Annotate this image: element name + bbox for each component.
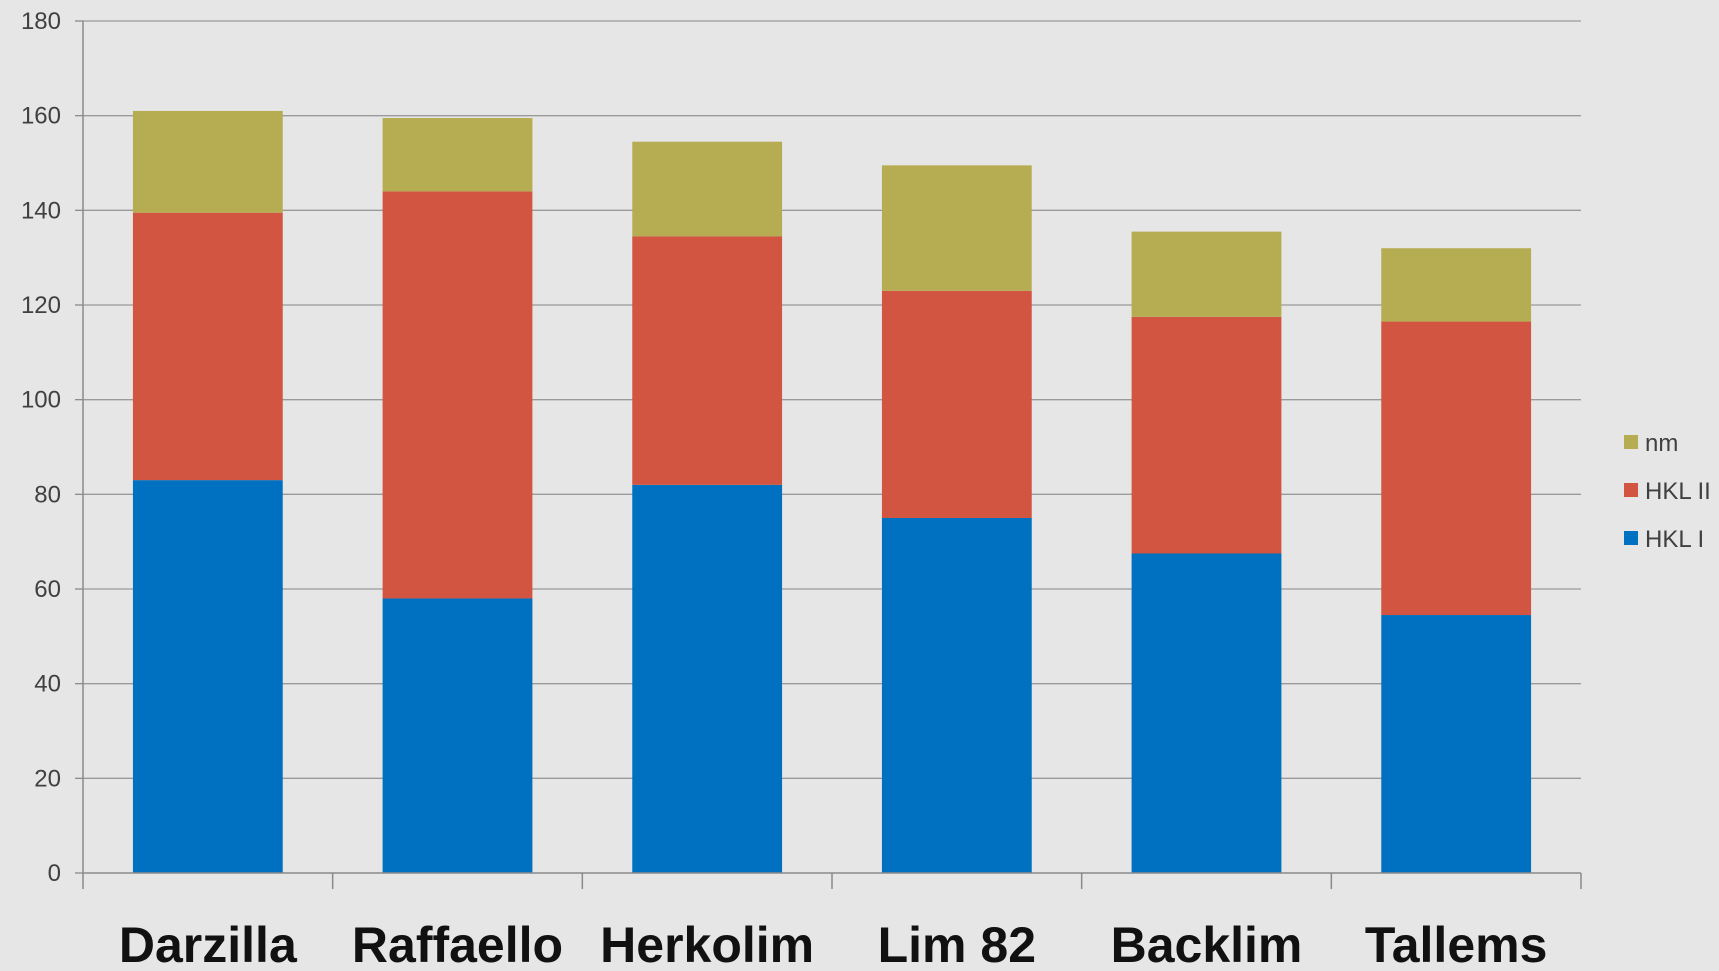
x-category-label: Darzilla bbox=[119, 917, 298, 966]
bar-segment-hkl-ii-raffaello bbox=[382, 191, 533, 599]
y-tick-label: 20 bbox=[34, 765, 61, 792]
bar-segment-nm-lim-82 bbox=[881, 165, 1032, 291]
y-tick-label: 60 bbox=[34, 576, 61, 603]
bar-segment-hkl-ii-lim-82 bbox=[881, 290, 1032, 518]
legend-label-hkl-ii: HKL II bbox=[1645, 478, 1711, 505]
x-category-label: Backlim bbox=[1111, 917, 1303, 966]
legend-swatch-hkl-i bbox=[1624, 531, 1638, 545]
y-tick-label: 180 bbox=[21, 8, 61, 35]
bars bbox=[132, 110, 1532, 873]
y-tick-label: 40 bbox=[34, 671, 61, 698]
y-tick-label: 100 bbox=[21, 387, 61, 414]
bar-segment-hkl-ii-backlim bbox=[1131, 316, 1282, 554]
axes bbox=[75, 20, 1582, 889]
bar-segment-nm-herkolim bbox=[632, 141, 783, 237]
y-tick-labels: 0 20 40 60 80 100 120 140 160 180 bbox=[21, 8, 61, 887]
legend: nm HKL II HKL I bbox=[1624, 430, 1711, 553]
bar-segment-hkl-i-herkolim bbox=[632, 484, 783, 873]
bar-segment-hkl-i-tallems bbox=[1381, 615, 1532, 873]
legend-label-nm: nm bbox=[1645, 430, 1678, 457]
x-category-label: Raffaello bbox=[352, 917, 563, 966]
legend-swatch-nm bbox=[1624, 435, 1638, 449]
bar-segment-hkl-i-darzilla bbox=[132, 480, 283, 873]
bar-segment-hkl-ii-tallems bbox=[1381, 321, 1532, 616]
bar-segment-hkl-ii-herkolim bbox=[632, 236, 783, 485]
x-category-label: Lim 82 bbox=[878, 917, 1036, 966]
y-tick-label: 80 bbox=[34, 481, 61, 508]
y-tick-label: 160 bbox=[21, 103, 61, 130]
x-category-label: Tallems bbox=[1365, 917, 1548, 966]
bar-segment-hkl-i-backlim bbox=[1131, 553, 1282, 873]
legend-label-hkl-i: HKL I bbox=[1645, 526, 1704, 553]
x-category-labels: Darzilla Raffaello Herkolim Lim 82 Backlim Ta… bbox=[119, 917, 1548, 971]
y-tick-label: 120 bbox=[21, 292, 61, 319]
bar-segment-nm-raffaello bbox=[382, 118, 533, 192]
bar-segment-hkl-ii-darzilla bbox=[132, 212, 283, 481]
bar-segment-nm-tallems bbox=[1381, 248, 1532, 322]
y-tick-label: 140 bbox=[21, 197, 61, 224]
bar-segment-hkl-i-raffaello bbox=[382, 598, 533, 873]
x-category-label: Herkolim bbox=[600, 917, 814, 966]
y-tick-label: 0 bbox=[48, 860, 61, 887]
gridlines bbox=[83, 20, 1581, 779]
bar-segment-hkl-i-lim-82 bbox=[881, 518, 1032, 873]
bar-segment-nm-backlim bbox=[1131, 231, 1282, 317]
bar-segment-nm-darzilla bbox=[132, 110, 283, 213]
legend-swatch-hkl-ii bbox=[1624, 483, 1638, 497]
